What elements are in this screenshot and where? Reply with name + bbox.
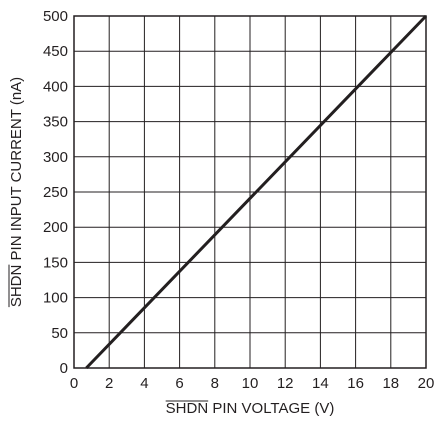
x-tick-label: 0 — [70, 375, 78, 392]
y-tick-label: 450 — [43, 43, 68, 60]
x-tick-label: 6 — [175, 375, 183, 392]
x-tick-label: 14 — [312, 375, 329, 392]
x-axis-label-overline: SHDN — [166, 400, 209, 417]
x-tick-label: 16 — [347, 375, 364, 392]
x-axis-label-rest: PIN VOLTAGE (V) — [208, 400, 334, 417]
y-tick-label: 100 — [43, 290, 68, 307]
x-tick-label: 20 — [418, 375, 435, 392]
y-tick-label: 500 — [43, 8, 68, 25]
y-tick-label: 0 — [60, 360, 68, 377]
y-tick-label: 150 — [43, 254, 68, 271]
x-axis-label: SHDN PIN VOLTAGE (V) — [166, 400, 335, 417]
y-tick-labels: 0 50 100 150 200 250 300 350 400 450 500 — [43, 8, 68, 377]
x-tick-label: 12 — [277, 375, 294, 392]
y-axis-label-rest: PIN INPUT CURRENT (nA) — [8, 77, 25, 265]
y-tick-label: 400 — [43, 78, 68, 95]
x-tick-label: 8 — [211, 375, 219, 392]
x-tick-label: 4 — [140, 375, 148, 392]
y-axis-label-overline: SHDN — [8, 265, 25, 308]
series-line-0 — [85, 14, 428, 370]
x-tick-label: 2 — [105, 375, 113, 392]
x-tick-labels: 0 2 4 6 8 10 12 14 16 18 20 — [70, 375, 435, 392]
y-tick-label: 350 — [43, 114, 68, 131]
y-tick-label: 300 — [43, 149, 68, 166]
y-tick-label: 50 — [51, 325, 68, 342]
y-tick-label: 250 — [43, 184, 68, 201]
series-layer — [85, 14, 428, 370]
y-tick-label: 200 — [43, 219, 68, 236]
x-tick-label: 18 — [382, 375, 399, 392]
plot-frame — [73, 15, 427, 369]
x-tick-label: 10 — [242, 375, 259, 392]
y-axis-label: SHDN PIN INPUT CURRENT (nA) — [8, 77, 25, 307]
